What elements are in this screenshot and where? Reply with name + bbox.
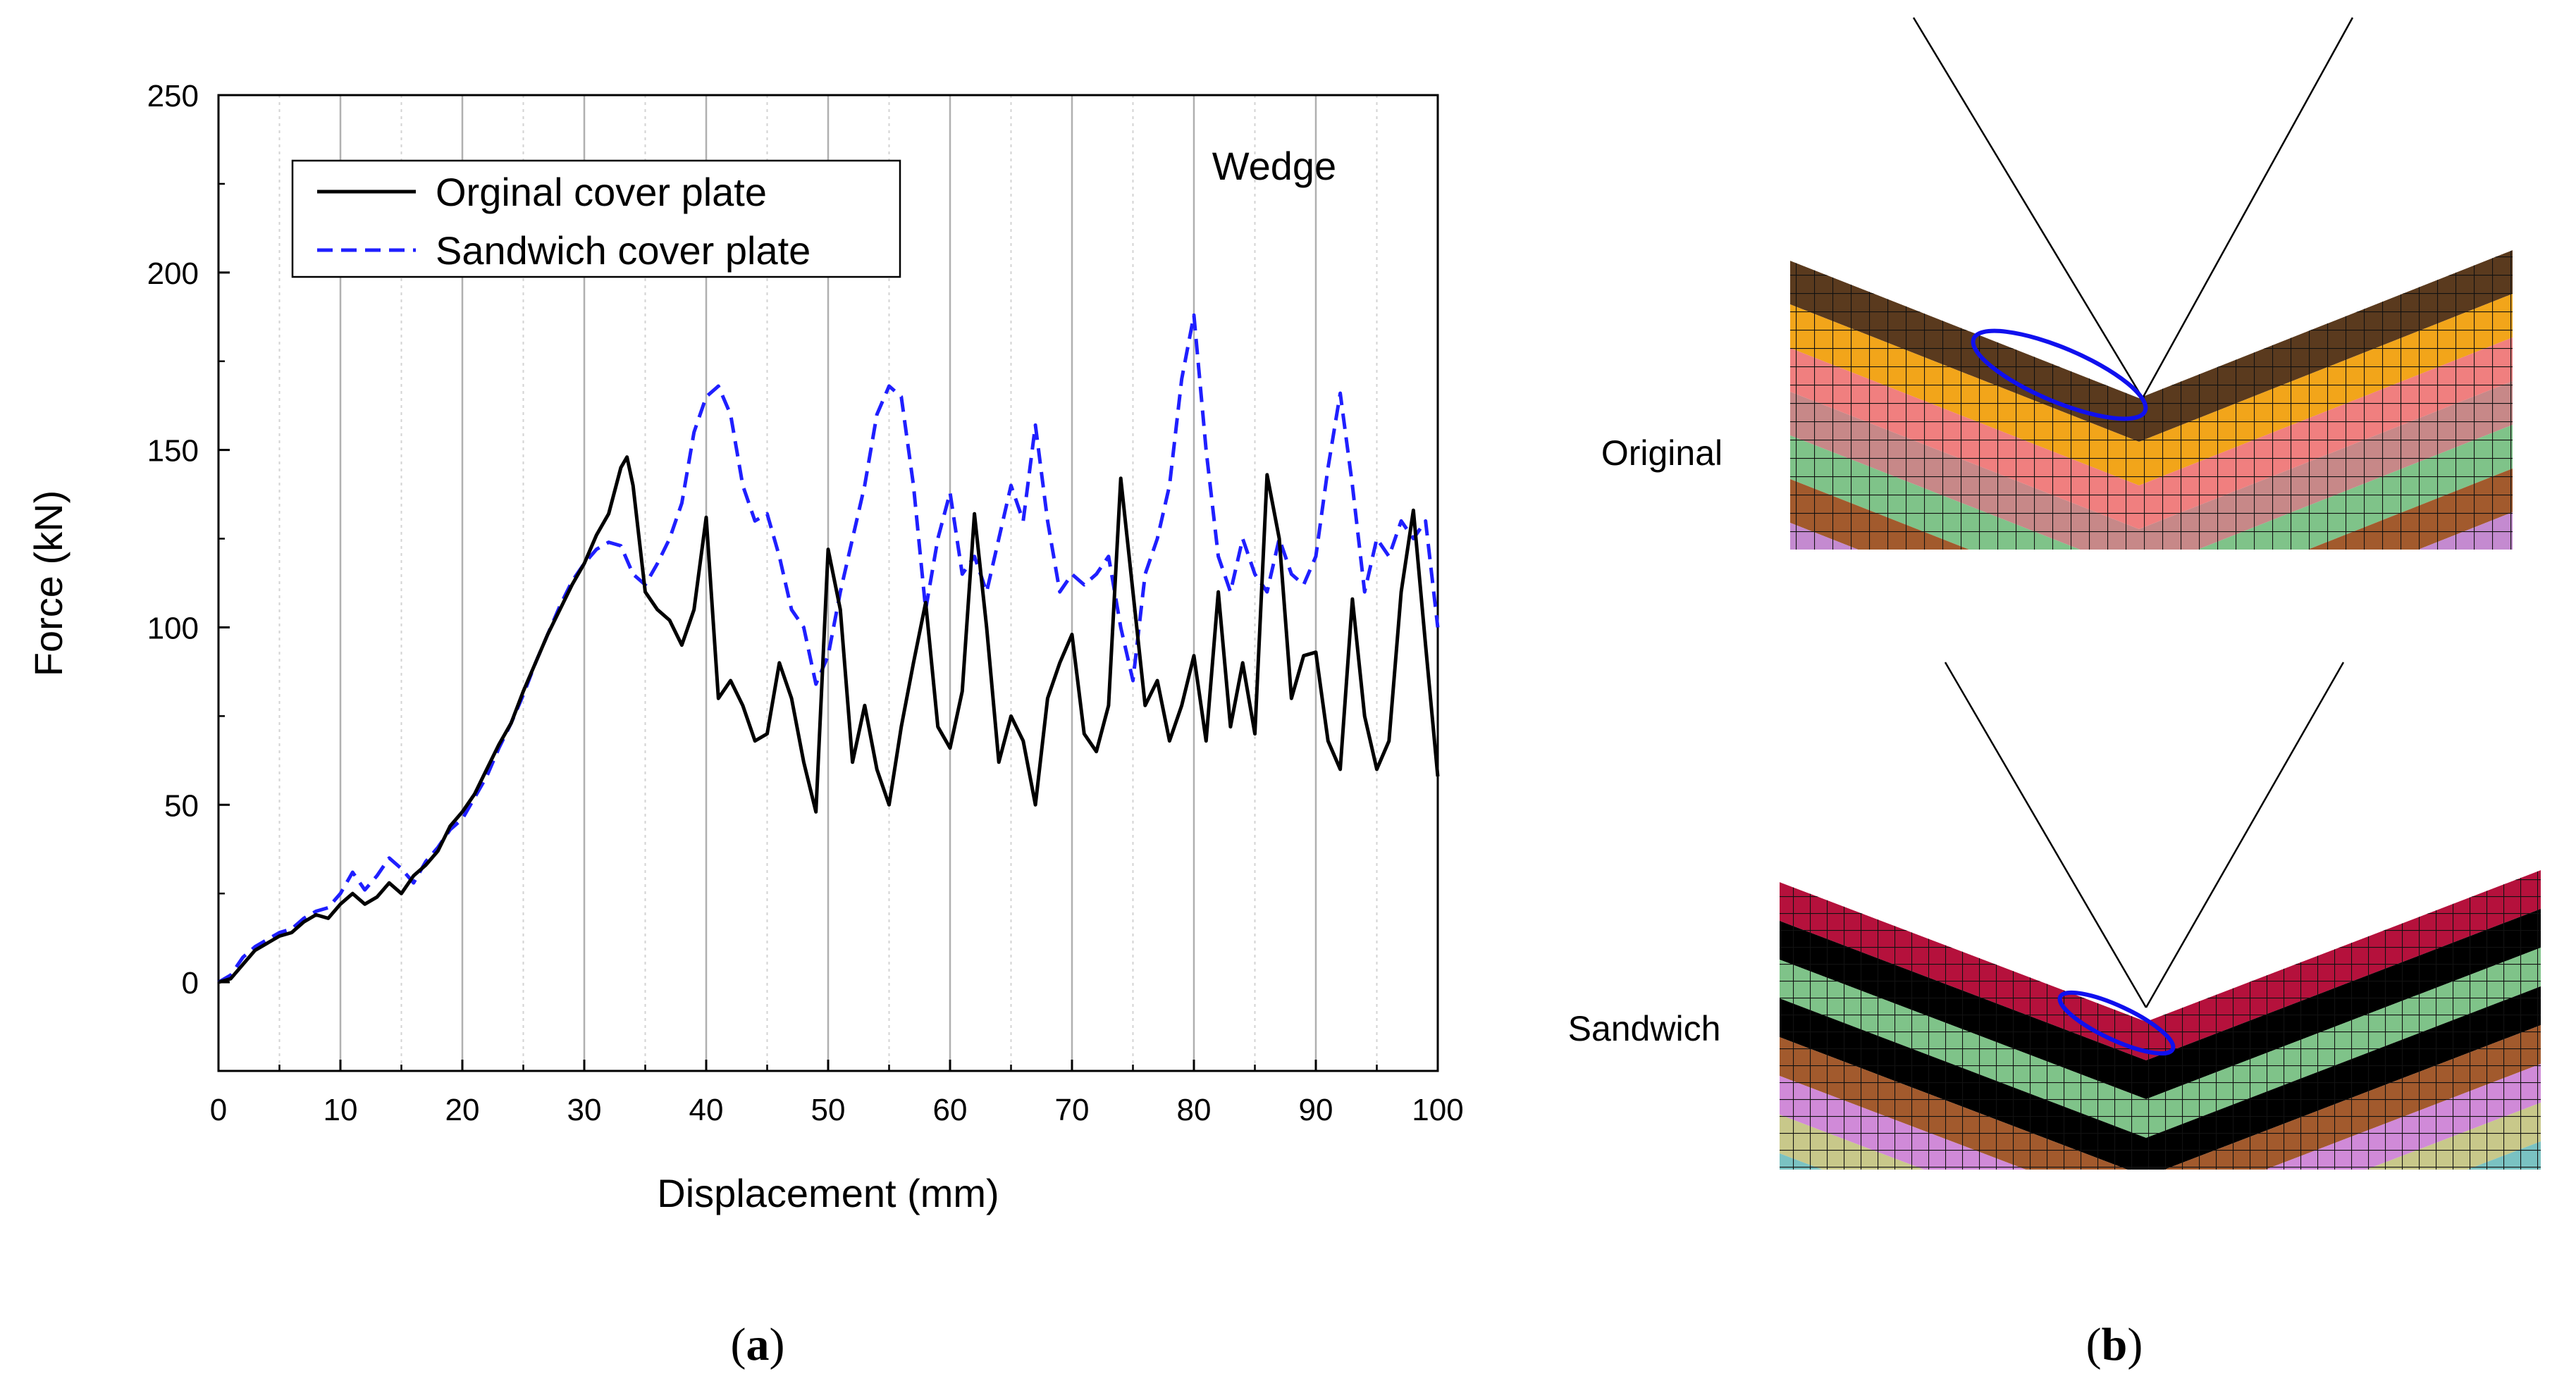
x-tick-label: 40 [689,1093,724,1127]
x-tick-label: 100 [1412,1093,1463,1127]
legend-box [291,159,901,278]
y-tick-label: 0 [182,966,199,1000]
legend-label-sandwich: Sandwich cover plate [436,228,811,273]
label-original: Original [1601,433,1723,473]
label-sandwich: Sandwich [1568,1009,1721,1048]
series-line-original [218,455,1440,984]
fe-model-sandwich: Sandwich [1568,662,2541,1170]
x-tick-label: 70 [1055,1093,1090,1127]
y-tick-labels: 0 50 100 150 200 250 [147,79,199,1000]
x-tick-label: 30 [567,1093,602,1127]
force-displacement-chart: 0 10 20 30 40 50 60 70 80 90 100 0 50 100 150 200 250 D… [26,79,1464,1215]
fe-deformation-panel: Original Sandwich [1568,17,2541,1170]
caption-a: (a) [731,1319,785,1370]
y-tick-label: 50 [164,788,199,823]
wedge-right-edge-sandwich [2145,662,2345,1008]
y-tick-label: 150 [147,434,199,469]
fe-model-original: Original [1601,17,2513,550]
wedge-left-edge-original [1912,17,2144,399]
x-tick-label: 90 [1299,1093,1333,1127]
x-tick-label: 50 [811,1093,846,1127]
mesh-sandwich [1780,870,2541,1170]
caption-b: (b) [2086,1319,2143,1370]
sandwich-layer [1780,1141,2541,1170]
x-tick-label: 20 [445,1093,480,1127]
wedge-left-edge-sandwich [1944,662,2147,1008]
wedge-right-edge-original [2141,17,2354,399]
x-tick-labels: 0 10 20 30 40 50 60 70 80 90 100 [210,1093,1464,1127]
y-axis-label: Force (kN) [26,490,70,676]
x-tick-label: 0 [210,1093,227,1127]
x-tick-label: 60 [933,1093,968,1127]
highlight-ellipse-original [1971,328,2148,421]
x-tick-label: 80 [1177,1093,1212,1127]
series-lines [217,313,1440,984]
highlight-ellipse-sandwich [2057,990,2176,1056]
mesh-original [1790,250,2513,550]
chart-title: Wedge [1212,144,1336,188]
x-axis-label: Displacement (mm) [657,1171,999,1215]
legend: Orginal cover plate Sandwich cover plate [291,159,901,278]
axis-ticks [217,94,1439,1071]
y-tick-label: 100 [147,611,199,645]
legend-label-original: Orginal cover plate [436,170,767,214]
y-tick-label: 250 [147,79,199,113]
x-tick-label: 10 [323,1093,358,1127]
y-tick-label: 200 [147,256,199,291]
